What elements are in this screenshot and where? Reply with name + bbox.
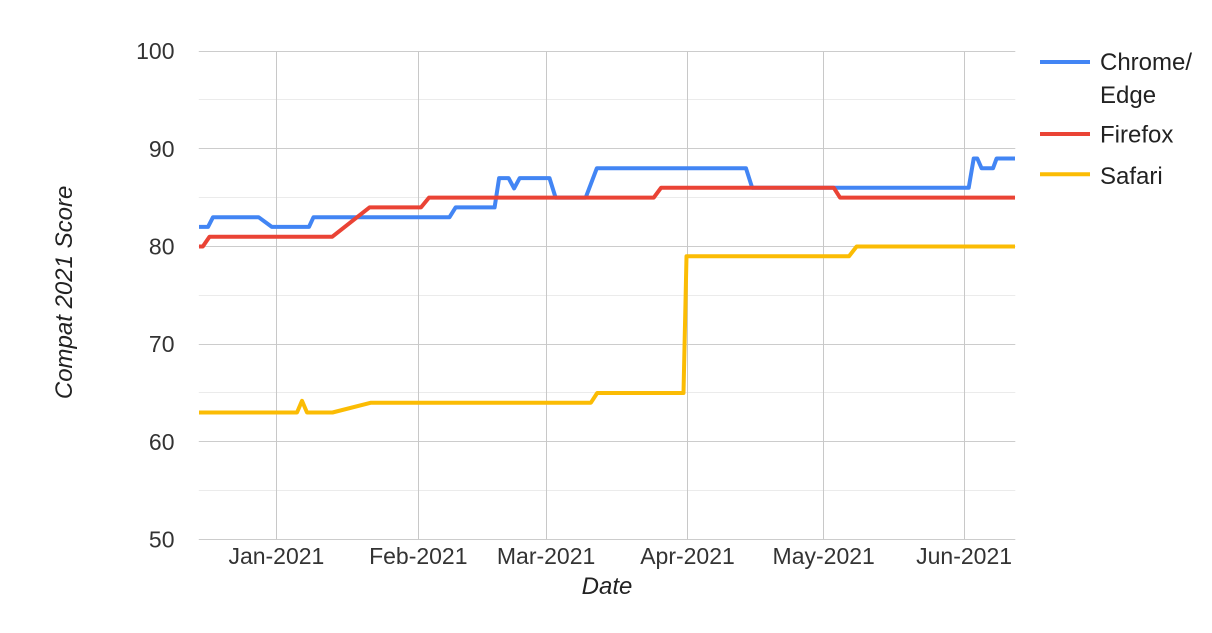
svg-text:100: 100 [136,38,174,64]
svg-text:Jan-2021: Jan-2021 [228,543,324,569]
svg-text:Mar-2021: Mar-2021 [497,543,595,569]
svg-text:60: 60 [149,429,175,455]
svg-text:Jun-2021: Jun-2021 [916,543,1012,569]
svg-text:70: 70 [149,331,175,357]
svg-text:Safari: Safari [1100,163,1163,190]
svg-text:May-2021: May-2021 [773,543,875,569]
svg-text:90: 90 [149,136,175,162]
svg-text:Date: Date [582,573,633,600]
svg-text:Edge: Edge [1100,82,1156,109]
svg-text:Firefox: Firefox [1100,122,1173,149]
svg-text:Chrome/: Chrome/ [1100,49,1192,76]
svg-text:Feb-2021: Feb-2021 [369,543,467,569]
svg-text:Apr-2021: Apr-2021 [640,543,735,569]
svg-text:Compat 2021 Score: Compat 2021 Score [51,186,78,399]
svg-text:50: 50 [149,527,175,553]
svg-text:80: 80 [149,234,175,260]
